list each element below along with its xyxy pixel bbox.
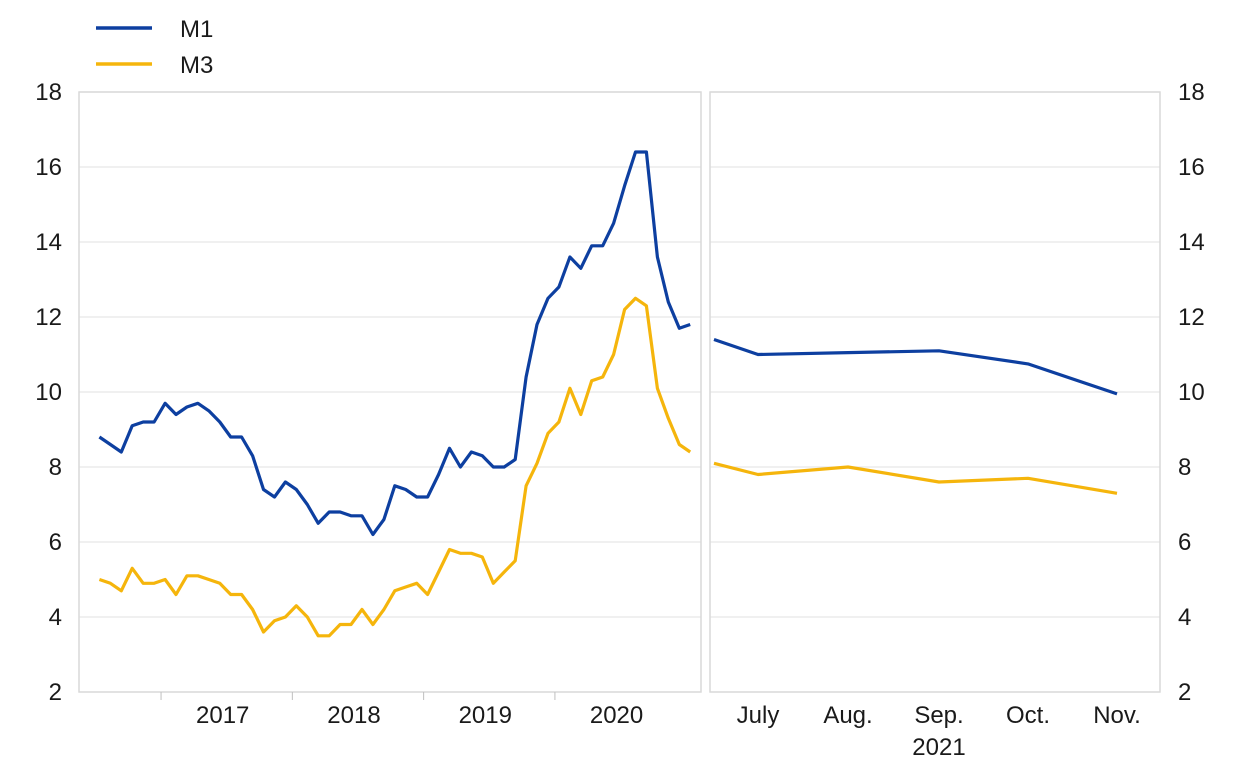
left-y-tick-label: 18 xyxy=(35,79,62,106)
right-x-tick-label: Oct. xyxy=(1006,702,1050,729)
left-panel-frame xyxy=(78,91,702,693)
right-x-group-label: 2021 xyxy=(912,734,965,761)
series-layer xyxy=(98,150,1118,638)
left-y-tick-label: 12 xyxy=(35,304,62,331)
right-y-tick-label: 10 xyxy=(1178,379,1205,406)
left-x-tick-label: 2020 xyxy=(590,702,643,729)
right-y-tick-label: 2 xyxy=(1178,679,1191,706)
right-series-line-m3 xyxy=(713,461,1118,495)
right-y-tick-label: 12 xyxy=(1178,304,1205,331)
left-x-tick-label: 2017 xyxy=(196,702,249,729)
left-series-line-m3 xyxy=(98,296,692,638)
grid-layer xyxy=(79,91,1160,618)
right-panel-frame xyxy=(709,91,1161,693)
right-x-tick-label: Aug. xyxy=(823,702,872,729)
right-y-tick-label: 6 xyxy=(1178,529,1191,556)
right-y-tick-label: 14 xyxy=(1178,229,1205,256)
right-x-tick-label: July xyxy=(737,702,780,729)
frame-layer xyxy=(78,91,1161,693)
left-y-tick-label: 8 xyxy=(49,454,62,481)
legend-label-m3: M3 xyxy=(180,52,213,79)
left-y-tick-label: 2 xyxy=(49,679,62,706)
right-x-tick-label: Nov. xyxy=(1093,702,1141,729)
right-y-tick-label: 8 xyxy=(1178,454,1191,481)
right-series-line-m1 xyxy=(713,337,1118,396)
left-x-tick-label: 2018 xyxy=(327,702,380,729)
axis-layer: 2017 2018 2019 2020 2 4 6 8 10 12 14 16 18 2 4 6 8 10 12 14… xyxy=(35,79,1204,761)
left-x-tick-label: 2019 xyxy=(459,702,512,729)
left-y-tick-label: 14 xyxy=(35,229,62,256)
left-y-tick-label: 4 xyxy=(49,604,62,631)
right-y-tick-label: 18 xyxy=(1178,79,1205,106)
right-x-tick-label: Sep. xyxy=(914,702,963,729)
left-series-line-m1 xyxy=(98,150,691,537)
right-y-tick-label: 16 xyxy=(1178,154,1205,181)
legend-label-m1: M1 xyxy=(180,16,213,43)
left-y-tick-label: 6 xyxy=(49,529,62,556)
right-y-tick-label: 4 xyxy=(1178,604,1191,631)
left-y-tick-label: 16 xyxy=(35,154,62,181)
left-y-tick-label: 10 xyxy=(35,379,62,406)
